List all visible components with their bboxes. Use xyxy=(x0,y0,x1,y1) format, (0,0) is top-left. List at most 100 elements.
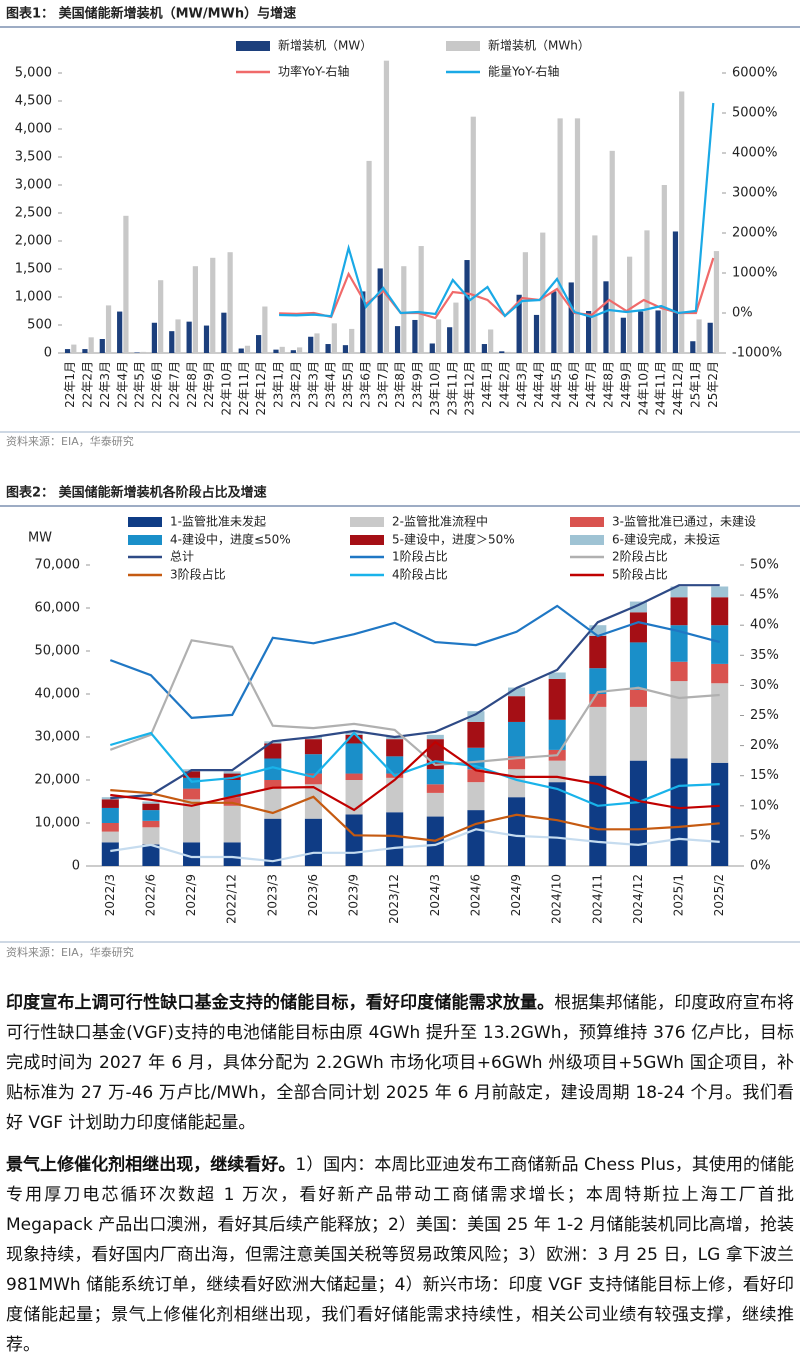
bar-segment xyxy=(101,831,119,843)
bar xyxy=(447,327,453,353)
bar-segment xyxy=(589,668,607,694)
bar xyxy=(262,306,268,353)
bar xyxy=(481,344,488,353)
x-tick-label: 22年7月 xyxy=(167,361,181,408)
y-tick-label: 70,000 xyxy=(35,558,81,573)
y2-tick-label: 45% xyxy=(750,588,779,603)
bar-segment xyxy=(345,773,363,780)
x-tick-label: 2023/9 xyxy=(347,874,361,916)
bar-segment xyxy=(183,771,201,778)
bar-segment xyxy=(304,754,322,774)
bar xyxy=(134,352,140,353)
bar-segment xyxy=(101,807,119,823)
bar-segment xyxy=(264,780,282,789)
legend-swatch xyxy=(446,41,480,51)
bar-segment xyxy=(223,842,241,866)
x-tick-label: 2023/3 xyxy=(265,874,279,916)
y2-tick-label: 20% xyxy=(750,738,779,753)
x-tick-label: 23年2月 xyxy=(289,361,303,408)
x-tick-label: 22年4月 xyxy=(115,361,129,408)
bar-segment xyxy=(629,706,647,761)
x-tick-label: 2024/10 xyxy=(550,874,564,924)
bar-segment xyxy=(426,769,444,785)
y-tick-label: 30,000 xyxy=(35,730,81,745)
bar-segment xyxy=(629,601,647,613)
bar xyxy=(203,325,210,353)
legend-label: 能量YoY-右轴 xyxy=(488,64,559,79)
x-tick-label: 24年11月 xyxy=(654,361,668,416)
legend-label: 1阶段占比 xyxy=(392,549,448,564)
bar-segment xyxy=(467,711,485,722)
legend-label: 4-建设中，进度≤50% xyxy=(170,532,291,547)
line-series xyxy=(110,828,720,863)
x-tick-label: 2022/9 xyxy=(184,874,198,916)
bar xyxy=(551,291,557,353)
bar xyxy=(655,310,661,353)
bar-segment xyxy=(589,625,607,636)
y2-tick-label: 0% xyxy=(750,859,771,874)
bar xyxy=(516,294,522,353)
bar-segment xyxy=(670,625,688,662)
bar xyxy=(192,266,198,353)
bar-segment xyxy=(629,689,647,707)
bar xyxy=(603,281,609,353)
x-tick-label: 25年1月 xyxy=(688,361,702,408)
legend-label: 5-建设中，进度＞50% xyxy=(392,532,515,547)
x-tick-label: 22年10月 xyxy=(220,361,234,416)
y-tick-label: 0 xyxy=(44,346,52,361)
paragraph-body: 根据集邦储能，印度政府宣布将可行性缺口基金(VGF)支持的电池储能目标由原 4G… xyxy=(6,993,794,1133)
bar-segment xyxy=(223,773,241,780)
legend-swatch xyxy=(570,517,604,527)
bar-segment xyxy=(304,739,322,755)
bar xyxy=(296,347,303,353)
x-tick-label: 2023/12 xyxy=(387,874,401,924)
x-tick-label: 23年11月 xyxy=(445,361,459,416)
bar-segment xyxy=(223,780,241,798)
x-tick-label: 2022/3 xyxy=(103,874,117,916)
line-series xyxy=(110,584,720,800)
x-tick-label: 2024/11 xyxy=(590,874,604,924)
bar-segment xyxy=(223,797,241,806)
bar xyxy=(360,291,366,353)
bar xyxy=(429,343,435,353)
bar-segment xyxy=(223,805,241,843)
x-tick-label: 22年2月 xyxy=(81,361,95,408)
x-tick-label: 22年9月 xyxy=(202,361,216,408)
x-tick-label: 22年12月 xyxy=(254,361,268,416)
bar xyxy=(620,317,626,353)
bar-segment xyxy=(629,760,647,866)
x-tick-label: 23年4月 xyxy=(324,361,338,408)
legend-label: 新增装机（MW） xyxy=(278,38,372,53)
bar xyxy=(568,282,574,353)
bar-segment xyxy=(670,758,688,866)
x-tick-label: 2024/3 xyxy=(428,874,442,916)
y-tick-label: 500 xyxy=(27,318,52,333)
bar-segment xyxy=(629,642,647,690)
bar xyxy=(383,60,390,354)
y2-tick-label: 2000% xyxy=(732,226,777,241)
legend-swatch xyxy=(128,535,162,545)
bar-segment xyxy=(386,777,404,813)
bar xyxy=(672,231,679,353)
x-tick-label: 24年3月 xyxy=(515,361,529,408)
legend-label: 总计 xyxy=(170,550,194,564)
y2-tick-label: 1000% xyxy=(732,266,777,281)
x-tick-label: 23年7月 xyxy=(376,361,390,408)
bar-segment xyxy=(142,810,160,821)
bar-segment xyxy=(101,842,119,866)
bar-segment xyxy=(548,719,566,750)
y-tick-label: 2,500 xyxy=(15,206,52,221)
x-tick-label: 23年1月 xyxy=(272,361,286,408)
bar xyxy=(418,246,424,353)
bar xyxy=(377,268,383,353)
bar-segment xyxy=(264,743,282,759)
chart-source: 资料来源：EIA，华泰研究 xyxy=(6,434,134,448)
bar xyxy=(325,344,331,353)
y2-tick-label: 0% xyxy=(732,306,753,321)
y-tick-label: 2,000 xyxy=(15,234,52,249)
bar-segment xyxy=(142,844,160,866)
legend-label: 4阶段占比 xyxy=(392,567,448,582)
bar-segment xyxy=(589,775,607,866)
bar xyxy=(713,251,720,353)
bar-segment xyxy=(629,612,647,643)
